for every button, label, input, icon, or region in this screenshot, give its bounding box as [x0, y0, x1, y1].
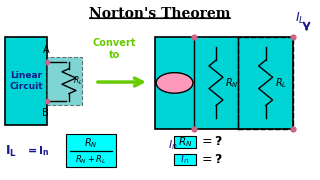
Text: $=\mathbf{?}$: $=\mathbf{?}$	[199, 153, 223, 166]
FancyBboxPatch shape	[46, 57, 82, 105]
Text: $R_N$: $R_N$	[178, 135, 192, 149]
Text: Linear
Circuit: Linear Circuit	[9, 71, 43, 91]
Text: $R_N$: $R_N$	[225, 76, 238, 90]
Text: $\mathbf{I_L}$: $\mathbf{I_L}$	[4, 144, 17, 159]
FancyBboxPatch shape	[174, 154, 196, 165]
Text: $R_L$: $R_L$	[73, 75, 84, 87]
Text: $I_n$: $I_n$	[168, 138, 178, 152]
Text: Convert
to: Convert to	[92, 39, 136, 60]
Text: $R_N + R_L$: $R_N + R_L$	[75, 154, 107, 166]
FancyBboxPatch shape	[155, 37, 293, 129]
Text: $R_N$: $R_N$	[84, 137, 98, 150]
Text: A: A	[43, 45, 49, 55]
FancyBboxPatch shape	[174, 136, 196, 148]
FancyBboxPatch shape	[67, 134, 116, 167]
Text: $R_L$: $R_L$	[275, 76, 287, 90]
Circle shape	[156, 73, 193, 93]
Text: B: B	[43, 108, 49, 118]
Text: $I_n$: $I_n$	[180, 153, 190, 166]
Text: Norton's Theorem: Norton's Theorem	[89, 7, 231, 21]
Text: $\mathbf{= I_n}$: $\mathbf{= I_n}$	[25, 144, 50, 158]
Text: $I_L$: $I_L$	[295, 11, 306, 26]
Text: $=\mathbf{?}$: $=\mathbf{?}$	[199, 135, 223, 148]
FancyBboxPatch shape	[4, 37, 47, 125]
